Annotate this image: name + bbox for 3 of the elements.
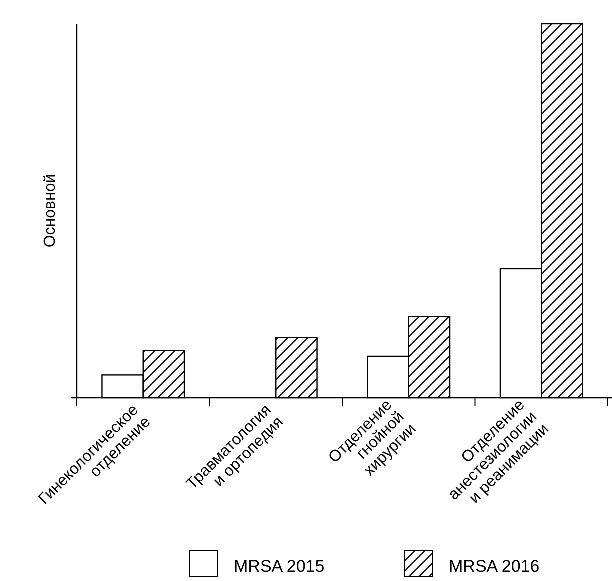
legend-label: MRSA 2015 [234,557,325,576]
y-axis-title: Основной [42,174,59,248]
legend-label: MRSA 2016 [449,557,540,576]
